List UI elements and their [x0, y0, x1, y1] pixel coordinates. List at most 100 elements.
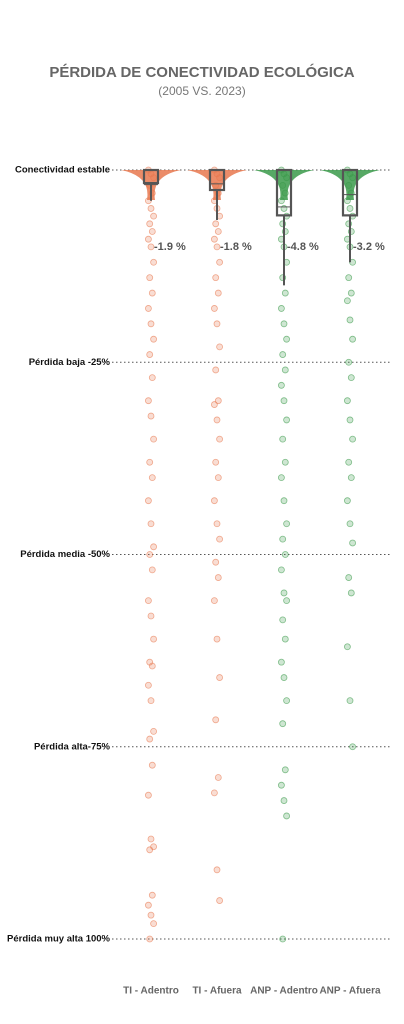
point — [147, 835, 155, 843]
x-tick-label: TI - Adentro — [123, 986, 179, 997]
point — [214, 774, 222, 781]
point — [343, 497, 351, 505]
point — [210, 305, 218, 312]
point — [146, 458, 154, 466]
point — [216, 535, 224, 543]
chart-title: PÉRDIDA DE CONECTIVIDAD ECOLÓGICA — [49, 63, 354, 81]
box — [142, 168, 160, 185]
point — [150, 212, 158, 220]
point — [210, 235, 218, 243]
point — [345, 574, 353, 581]
point — [343, 643, 351, 651]
point — [144, 397, 152, 405]
point — [277, 658, 285, 666]
point — [150, 174, 158, 182]
point — [150, 727, 158, 735]
point — [213, 520, 221, 528]
point — [216, 343, 224, 351]
point — [347, 374, 355, 382]
point — [146, 846, 154, 854]
point — [281, 458, 289, 466]
point — [146, 735, 154, 743]
point — [346, 316, 354, 324]
point — [279, 181, 287, 189]
point — [343, 297, 351, 305]
point — [213, 320, 221, 328]
point — [277, 566, 285, 574]
point — [347, 589, 355, 597]
point — [213, 416, 221, 424]
point — [144, 791, 152, 799]
point — [147, 205, 155, 212]
point — [147, 520, 155, 528]
point — [147, 243, 155, 251]
point — [146, 220, 154, 228]
point — [280, 589, 288, 597]
point — [277, 305, 285, 312]
point — [144, 497, 152, 505]
point — [345, 181, 353, 189]
violin — [187, 170, 247, 200]
point — [148, 474, 156, 482]
point — [281, 189, 289, 197]
point — [148, 289, 156, 297]
point — [279, 935, 287, 943]
point — [150, 435, 158, 443]
mean-label: -1.8 % — [220, 241, 252, 253]
point — [144, 235, 152, 243]
point — [212, 458, 220, 466]
point — [277, 474, 285, 482]
point — [212, 366, 220, 374]
y-tick-label: Pérdida media -50% — [20, 549, 110, 560]
point — [213, 635, 221, 643]
point — [214, 228, 222, 235]
point — [147, 697, 155, 705]
x-tick-label: ANP - Adentro — [250, 986, 318, 997]
point — [280, 674, 288, 681]
point — [150, 543, 158, 551]
point — [346, 416, 354, 424]
point — [281, 551, 289, 558]
x-tick-label: TI - Afuera — [192, 986, 242, 997]
point — [216, 174, 224, 182]
point — [346, 520, 354, 528]
point — [283, 520, 291, 528]
point — [279, 720, 287, 728]
point — [147, 320, 155, 328]
point — [343, 397, 351, 405]
y-tick-label: Conectividad estable — [15, 165, 110, 176]
point — [212, 274, 220, 282]
point — [216, 258, 224, 266]
point — [213, 243, 221, 251]
point — [346, 697, 354, 705]
point — [346, 205, 354, 212]
point — [283, 697, 291, 705]
mean-label: -4.8 % — [287, 241, 319, 253]
point — [281, 366, 289, 374]
y-tick-label: Pérdida muy alta 100% — [7, 934, 111, 945]
point — [212, 220, 220, 228]
point — [147, 911, 155, 919]
point — [283, 174, 291, 182]
point — [212, 716, 220, 724]
point — [216, 674, 224, 681]
point — [277, 781, 285, 789]
point — [148, 761, 156, 769]
point — [280, 797, 288, 804]
point — [280, 205, 288, 212]
box — [341, 168, 359, 217]
point — [210, 597, 218, 605]
point — [349, 174, 357, 182]
point — [146, 274, 154, 282]
point — [349, 335, 357, 343]
point — [148, 566, 156, 574]
point — [347, 289, 355, 297]
point — [280, 320, 288, 328]
point — [279, 435, 287, 443]
point — [345, 458, 353, 466]
point — [210, 401, 218, 408]
point — [146, 935, 154, 943]
point — [216, 435, 224, 443]
point — [347, 474, 355, 482]
